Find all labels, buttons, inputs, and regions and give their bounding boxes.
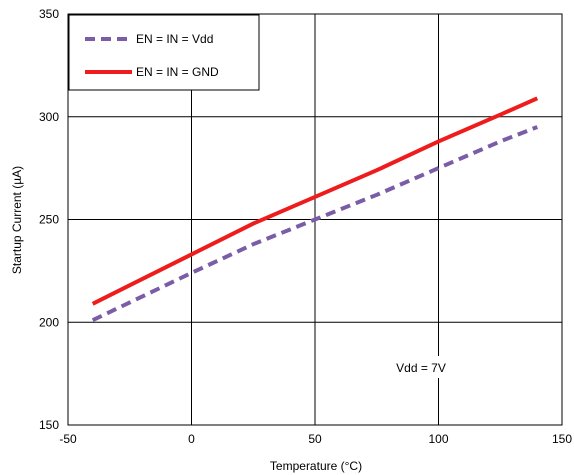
y-tick-labels: 150 200 250 300 350	[39, 7, 59, 432]
legend-label-vdd: EN = IN = Vdd	[136, 32, 213, 46]
x-tick-label: 50	[308, 432, 322, 446]
x-tick-label: 100	[428, 432, 448, 446]
y-axis-title: Startup Current (µA)	[10, 166, 24, 274]
x-tick-label: 0	[188, 432, 195, 446]
x-tick-labels: -50 0 50 100 150	[59, 432, 572, 446]
y-tick-label: 350	[39, 7, 59, 21]
legend: EN = IN = Vdd EN = IN = GND	[69, 15, 259, 90]
y-tick-label: 250	[39, 213, 59, 227]
y-tick-label: 150	[39, 418, 59, 432]
y-tick-label: 300	[39, 110, 59, 124]
x-tick-label: 150	[552, 432, 572, 446]
x-axis-title: Temperature (°C)	[270, 459, 362, 473]
vdd-annotation: Vdd = 7V	[396, 361, 446, 375]
x-tick-label: -50	[59, 432, 77, 446]
y-tick-label: 200	[39, 315, 59, 329]
legend-label-gnd: EN = IN = GND	[136, 65, 219, 79]
